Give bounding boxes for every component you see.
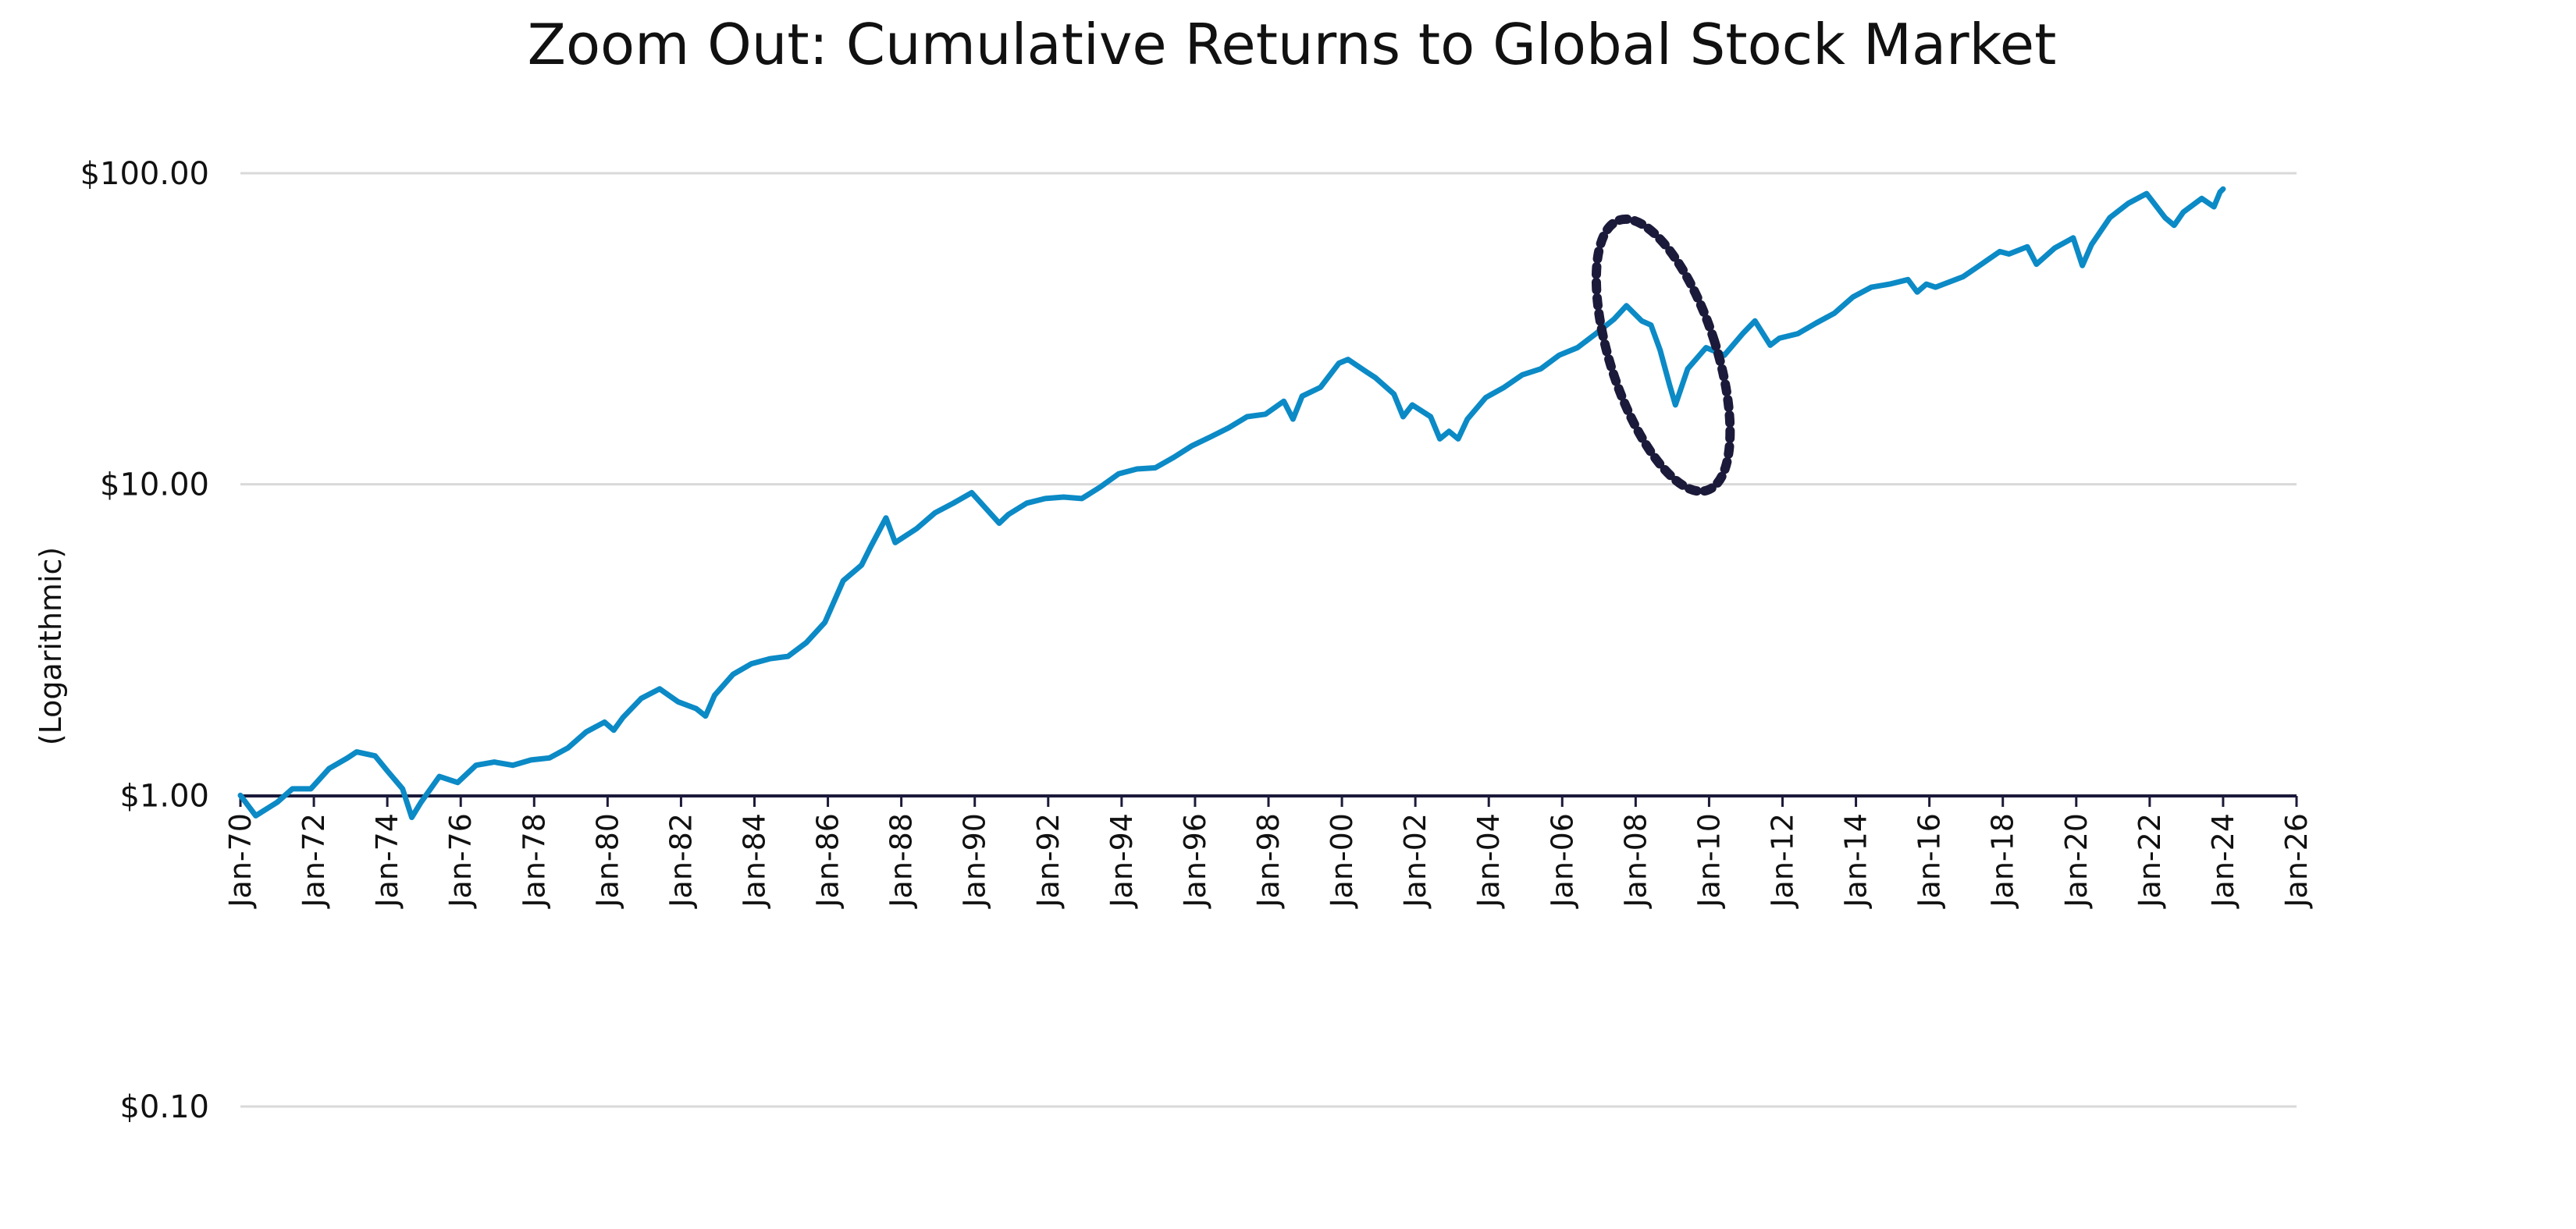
x-tick-label: Jan-08 xyxy=(1618,813,1653,909)
y-axis-label: (Logarithmic) xyxy=(34,547,68,745)
x-tick-label: Jan-78 xyxy=(517,813,551,909)
series-line-0 xyxy=(237,186,2226,820)
x-tick-label: Jan-96 xyxy=(1178,813,1212,909)
x-tick-label: Jan-12 xyxy=(1766,813,1800,909)
x-tick-label: Jan-76 xyxy=(443,813,478,909)
x-tick-label: Jan-82 xyxy=(664,813,698,909)
x-tick-label: Jan-22 xyxy=(2133,813,2167,909)
y-axis-ticks: $100.00 $10.00 $1.00 $0.10 xyxy=(80,156,209,1125)
x-tick-label: Jan-26 xyxy=(2279,813,2314,909)
x-tick-label: Jan-18 xyxy=(1986,813,2020,909)
x-tick-label: Jan-88 xyxy=(884,813,919,909)
x-tick-label: Jan-74 xyxy=(370,813,404,909)
highlight-ellipse xyxy=(1591,214,1735,496)
gridlines xyxy=(240,172,2297,1108)
x-tick-label: Jan-70 xyxy=(223,813,258,909)
y-tick-label: $0.10 xyxy=(119,1089,209,1125)
x-tick-label: Jan-72 xyxy=(297,813,331,909)
series-layer xyxy=(237,186,2226,820)
y-tick-label: $10.00 xyxy=(100,467,209,503)
x-tick-label: Jan-16 xyxy=(1912,813,1947,909)
chart-title: Zoom Out: Cumulative Returns to Global S… xyxy=(528,12,2057,77)
x-tick-label: Jan-94 xyxy=(1105,813,1139,909)
annotation-layer xyxy=(1591,214,1735,496)
x-tick-label: Jan-10 xyxy=(1692,813,1726,909)
x-tick-label: Jan-92 xyxy=(1031,813,1066,909)
x-tick-label: Jan-84 xyxy=(738,813,772,909)
x-tick-label: Jan-80 xyxy=(590,813,624,909)
x-tick-label: Jan-04 xyxy=(1471,813,1506,909)
x-tick-label: Jan-20 xyxy=(2059,813,2094,909)
x-axis-ticks: Jan-70 Jan-72 Jan-74 Jan-76 Jan-78 Jan-80 Jan-… xyxy=(223,796,2314,909)
x-tick-label: Jan-00 xyxy=(1325,813,1359,909)
y-tick-label: $100.00 xyxy=(80,156,209,192)
x-tick-label: Jan-98 xyxy=(1251,813,1286,909)
x-tick-label: Jan-90 xyxy=(958,813,992,909)
x-tick-label: Jan-02 xyxy=(1398,813,1432,909)
x-tick-label: Jan-86 xyxy=(811,813,845,909)
x-tick-label: Jan-06 xyxy=(1545,813,1579,909)
x-tick-label: Jan-24 xyxy=(2206,813,2240,909)
x-tick-label: Jan-14 xyxy=(1839,813,1873,909)
y-tick-label: $1.00 xyxy=(119,778,209,814)
